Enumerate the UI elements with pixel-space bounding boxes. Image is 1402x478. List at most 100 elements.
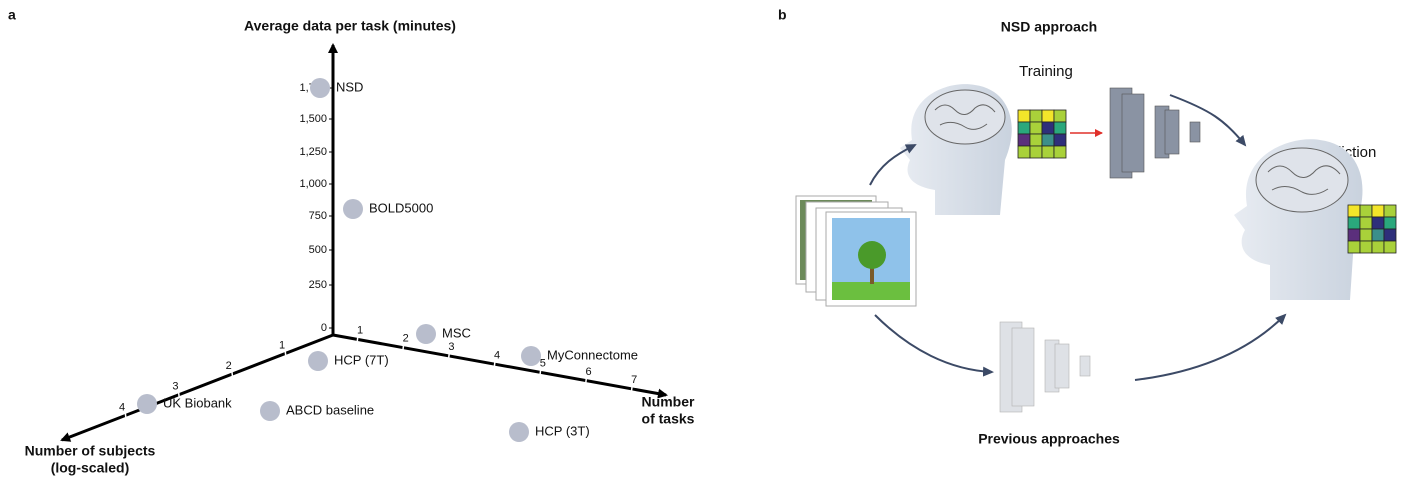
tasks-axis-title: of tasks [642, 411, 695, 427]
grid-cell [1053, 145, 1067, 159]
tick-label: 2 [226, 360, 232, 372]
y-tick-label: 1,500 [299, 113, 327, 125]
subjects-axis-title: Number of subjects [25, 443, 156, 459]
tick [230, 370, 234, 379]
grid-cell [1383, 216, 1397, 230]
image-stack [795, 195, 917, 307]
tick [284, 349, 287, 358]
tick-label: 4 [494, 349, 500, 361]
grid-cell [1359, 216, 1373, 230]
cnn-faded [999, 321, 1091, 413]
cnn-layer [999, 321, 1023, 413]
tick [630, 385, 633, 394]
dataset-label: MyConnectome [547, 347, 638, 362]
tick-label: 1 [279, 340, 285, 352]
grid-cell [1383, 204, 1397, 218]
grid-cell [1029, 145, 1043, 159]
grid-cell [1359, 240, 1373, 254]
grid-cell [1371, 228, 1385, 242]
dataset-point [137, 394, 157, 414]
dataset-label: NSD [336, 79, 363, 94]
tick-label: 3 [172, 381, 178, 393]
grid-cell [1053, 121, 1067, 135]
grid-cell [1041, 133, 1055, 147]
tasks-axis-title: Number [642, 394, 695, 410]
tick-label: 6 [585, 366, 591, 378]
previous-label: Previous approaches [978, 431, 1120, 447]
grid-cell [1371, 216, 1385, 230]
brain [924, 89, 1006, 145]
subjects-axis-title: (log-scaled) [51, 460, 130, 476]
flow-arrow [874, 314, 994, 377]
tick [493, 360, 496, 369]
dataset-point [308, 351, 328, 371]
grid-cell [1053, 109, 1067, 123]
y-tick-label: 500 [309, 244, 327, 256]
panel-label: a [8, 7, 16, 23]
grid-cell [1359, 204, 1373, 218]
dataset-label: BOLD5000 [369, 200, 433, 215]
cnn-layer [1164, 109, 1180, 155]
grid-cell [1041, 145, 1055, 159]
grid-cell [1371, 240, 1385, 254]
grid-cell [1347, 240, 1361, 254]
grid-cell [1347, 228, 1361, 242]
cnn-layer [1189, 121, 1201, 143]
tasks-axis [332, 333, 668, 399]
grid-cell [1347, 204, 1361, 218]
tick [124, 411, 127, 420]
panel-a: a Average data per task (minutes) Number… [8, 7, 695, 476]
y-tick-label: 1,000 [299, 178, 327, 190]
y-tick-label: 250 [309, 279, 327, 291]
brain-folds [934, 104, 996, 130]
tick-label: 7 [631, 374, 637, 386]
subjects-axis [60, 333, 334, 442]
flow-arrow [869, 144, 917, 186]
panel-label: b [778, 7, 787, 23]
grid-cell [1359, 228, 1373, 242]
cnn [1109, 87, 1201, 179]
grid-cell [1017, 133, 1031, 147]
dataset-label: ABCD baseline [286, 402, 374, 417]
tick [584, 376, 588, 386]
y-tick-label: 0 [321, 322, 327, 334]
flow-arrow [1134, 313, 1287, 381]
y-tick-label: 1,250 [299, 146, 327, 158]
grid-cell [1029, 133, 1043, 147]
tick [539, 368, 542, 377]
tick [447, 352, 451, 361]
dataset-point [260, 401, 280, 421]
title: NSD approach [1001, 19, 1097, 35]
grid-cell [1383, 240, 1397, 254]
dataset-point [343, 199, 363, 219]
grid-cell [1383, 228, 1397, 242]
y-tick-label: 750 [309, 210, 327, 222]
y-axis-title: Average data per task (minutes) [244, 18, 456, 34]
dataset-label: UK Biobank [163, 395, 232, 410]
flow-arrow [1169, 94, 1247, 147]
grid-cell [1017, 109, 1031, 123]
cnn-layer [1054, 343, 1070, 389]
tick-label: 4 [119, 401, 125, 413]
dataset-point [416, 324, 436, 344]
cnn-layer [1044, 339, 1060, 393]
tick [177, 390, 181, 399]
dataset-point [509, 422, 529, 442]
dataset-label: HCP (7T) [334, 352, 389, 367]
grid-cell [1371, 204, 1385, 218]
dataset-point [310, 78, 330, 98]
brain-folds [1267, 165, 1341, 195]
grid-cell [1041, 121, 1055, 135]
tick-label: 1 [357, 324, 363, 336]
training-label: Training [1019, 63, 1073, 80]
cnn-layer [1121, 93, 1145, 173]
panel-b: b NSD approach Training Prediction Previ… [778, 7, 1397, 447]
grid-cell [1347, 216, 1361, 230]
cnn-layer [1011, 327, 1035, 407]
dataset-point [521, 346, 541, 366]
brain [1255, 147, 1349, 213]
grid-cell [1017, 145, 1031, 159]
tick [356, 335, 359, 344]
grid-cell [1017, 121, 1031, 135]
